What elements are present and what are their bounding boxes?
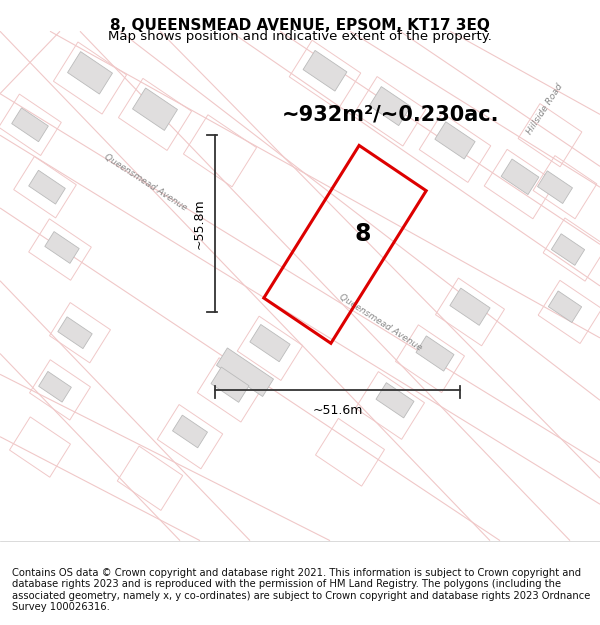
Polygon shape	[416, 336, 454, 371]
Text: Contains OS data © Crown copyright and database right 2021. This information is : Contains OS data © Crown copyright and d…	[12, 568, 590, 612]
Polygon shape	[133, 88, 178, 131]
Polygon shape	[38, 371, 71, 402]
Text: Queensmead Avenue: Queensmead Avenue	[337, 292, 423, 352]
Polygon shape	[538, 171, 572, 204]
Polygon shape	[551, 234, 584, 266]
Polygon shape	[370, 87, 410, 126]
Polygon shape	[173, 415, 208, 447]
Text: 8: 8	[355, 222, 371, 246]
Text: ~55.8m: ~55.8m	[193, 198, 205, 249]
Text: Queensmead Avenue: Queensmead Avenue	[102, 152, 188, 212]
Text: Hillside Road: Hillside Road	[525, 82, 565, 136]
Polygon shape	[45, 232, 79, 263]
Text: 8, QUEENSMEAD AVENUE, EPSOM, KT17 3EQ: 8, QUEENSMEAD AVENUE, EPSOM, KT17 3EQ	[110, 18, 490, 32]
Polygon shape	[29, 170, 65, 204]
Polygon shape	[217, 348, 274, 396]
Text: ~932m²/~0.230ac.: ~932m²/~0.230ac.	[281, 104, 499, 124]
Text: ~51.6m: ~51.6m	[313, 404, 362, 417]
Polygon shape	[501, 159, 539, 194]
Polygon shape	[58, 317, 92, 349]
Polygon shape	[450, 288, 490, 326]
Polygon shape	[11, 108, 49, 142]
Polygon shape	[303, 51, 347, 91]
Polygon shape	[376, 382, 414, 418]
Text: Map shows position and indicative extent of the property.: Map shows position and indicative extent…	[108, 30, 492, 43]
Polygon shape	[211, 367, 249, 402]
Polygon shape	[435, 122, 475, 159]
Polygon shape	[250, 324, 290, 362]
Polygon shape	[68, 52, 112, 94]
Polygon shape	[548, 291, 581, 322]
